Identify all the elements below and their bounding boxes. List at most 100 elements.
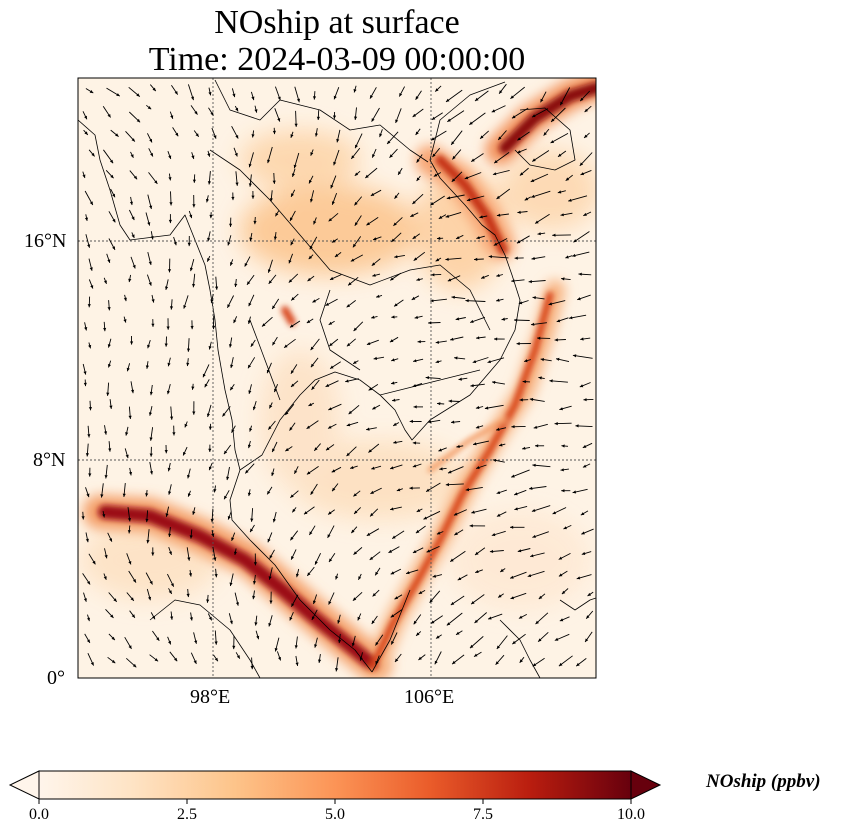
wind-arrow-head bbox=[168, 155, 172, 159]
wind-arrow-head bbox=[311, 616, 315, 620]
wind-arrow-head bbox=[164, 343, 168, 347]
wind-arrow-head bbox=[353, 360, 357, 364]
wind-arrow-head bbox=[328, 321, 333, 325]
wind-arrow-head bbox=[306, 319, 311, 323]
wind-arrow-head bbox=[294, 123, 298, 127]
wind-arrow-head bbox=[107, 344, 111, 348]
wind-arrow-head bbox=[331, 469, 336, 473]
wind-arrow-head bbox=[292, 508, 296, 513]
wind-arrow-head bbox=[89, 201, 93, 205]
wind-arrow-head bbox=[519, 659, 523, 663]
wind-arrow-head bbox=[247, 492, 251, 497]
wind-arrow-shaft bbox=[572, 354, 593, 359]
wind-arrow-head bbox=[584, 108, 588, 112]
wind-arrow-head bbox=[109, 538, 112, 542]
colorbar-tick-5: 5.0 bbox=[325, 806, 345, 823]
wind-arrow-head bbox=[331, 239, 336, 243]
wind-arrow-head bbox=[561, 489, 565, 493]
wind-arrow-head bbox=[310, 346, 314, 351]
wind-arrow-head bbox=[514, 492, 518, 496]
wind-arrow-head bbox=[438, 448, 442, 452]
wind-arrow-head bbox=[451, 420, 455, 424]
wind-arrow-head bbox=[168, 219, 172, 224]
wind-arrow-head bbox=[271, 472, 275, 476]
wind-arrow-head bbox=[106, 392, 110, 396]
wind-arrow-head bbox=[291, 173, 295, 177]
wind-arrow-head bbox=[514, 318, 518, 322]
wind-arrow-head bbox=[471, 510, 475, 514]
wind-arrow-head bbox=[212, 325, 216, 330]
wind-arrow-head bbox=[251, 195, 255, 199]
wind-arrow-head bbox=[358, 576, 362, 580]
wind-arrow-head bbox=[531, 508, 536, 512]
wind-arrow-head bbox=[84, 327, 88, 331]
map-frame bbox=[77, 77, 597, 679]
wind-arrow-head bbox=[353, 327, 357, 331]
wind-arrow-head bbox=[396, 488, 401, 492]
colorbar-tick-10: 10.0 bbox=[617, 806, 645, 823]
wind-arrow-head bbox=[489, 549, 494, 553]
wind-arrow-head bbox=[418, 591, 423, 594]
wind-arrow-head bbox=[427, 420, 432, 424]
wind-arrow-head bbox=[437, 402, 441, 406]
wind-arrow-head bbox=[104, 431, 108, 435]
wind-arrow-head bbox=[451, 141, 455, 145]
wind-arrow-head bbox=[554, 637, 559, 641]
wind-arrow-head bbox=[558, 556, 563, 560]
wind-arrow-head bbox=[471, 601, 475, 605]
wind-arrow-head bbox=[472, 360, 477, 364]
wind-arrow-head bbox=[131, 234, 135, 238]
wind-arrow-head bbox=[314, 644, 318, 648]
wind-arrow-head bbox=[393, 222, 397, 226]
wind-arrow-shaft bbox=[488, 255, 509, 259]
wind-arrow-head bbox=[474, 619, 478, 623]
wind-arrow-head bbox=[85, 538, 89, 543]
wind-arrow-head bbox=[173, 241, 177, 246]
wind-arrow-head bbox=[373, 237, 377, 241]
wind-arrow-head bbox=[578, 272, 582, 276]
wind-arrow-head bbox=[291, 603, 295, 607]
wind-arrow-head bbox=[113, 598, 117, 602]
wind-arrow-head bbox=[230, 262, 233, 266]
wind-arrow-head bbox=[583, 212, 587, 216]
wind-arrow-head bbox=[174, 91, 178, 95]
lat-tick-16n: 16°N bbox=[24, 230, 67, 252]
wind-arrow-head bbox=[164, 450, 168, 454]
wind-arrow-head bbox=[316, 116, 320, 120]
wind-arrow-head bbox=[390, 507, 394, 511]
wind-arrow-head bbox=[193, 660, 197, 664]
wind-arrow-head bbox=[479, 215, 483, 219]
wind-arrow-head bbox=[149, 471, 153, 475]
wind-arrow-head bbox=[210, 519, 214, 523]
wind-arrow-head bbox=[346, 304, 351, 308]
wind-arrow-head bbox=[452, 660, 456, 665]
wind-arrow-head bbox=[288, 259, 292, 264]
wind-arrow-head bbox=[272, 448, 275, 453]
wind-arrow-shaft bbox=[531, 190, 551, 198]
wind-arrow-head bbox=[369, 556, 374, 560]
wind-arrow-head bbox=[167, 467, 171, 472]
wind-arrow-head bbox=[458, 377, 462, 381]
wind-arrow-head bbox=[488, 255, 492, 259]
wind-arrow-head bbox=[244, 263, 248, 267]
wind-arrow-head bbox=[411, 296, 416, 300]
wind-arrow-head bbox=[529, 397, 534, 402]
wind-arrow-head bbox=[170, 616, 174, 620]
wind-arrow-head bbox=[328, 511, 332, 515]
wind-arrow-head bbox=[136, 118, 141, 123]
wind-arrow-head bbox=[366, 222, 370, 226]
wind-arrow-head bbox=[450, 601, 455, 605]
wind-arrow-head bbox=[167, 362, 171, 367]
wind-arrow-head bbox=[431, 273, 435, 277]
wind-arrow-head bbox=[103, 576, 107, 580]
wind-arrow-head bbox=[585, 638, 589, 642]
wind-arrow-head bbox=[456, 631, 460, 635]
wind-arrow-head bbox=[395, 658, 399, 662]
wind-arrow-head bbox=[470, 644, 474, 649]
wind-arrow-head bbox=[136, 93, 140, 97]
wind-arrow-head bbox=[376, 294, 380, 298]
wind-arrow-head bbox=[224, 495, 228, 500]
wind-arrow-head bbox=[86, 493, 90, 498]
wind-arrow-head bbox=[354, 172, 359, 176]
wind-arrow-head bbox=[527, 574, 532, 578]
